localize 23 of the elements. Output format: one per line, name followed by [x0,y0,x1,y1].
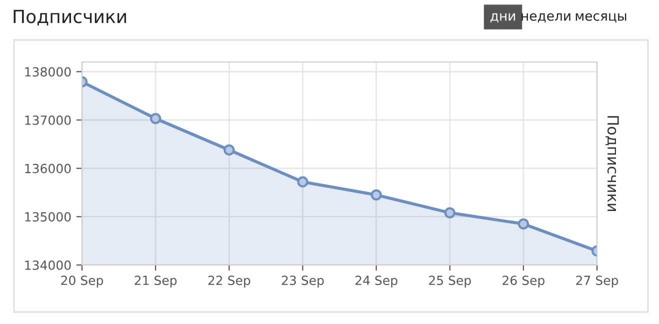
x-tick-label: 22 Sep [208,276,250,288]
x-tick-label: 20 Sep [61,276,104,288]
point [370,189,382,200]
point [297,176,308,188]
text: дни [490,13,515,22]
y-axis-title: Подписчики [606,116,619,212]
y-tick-label: 135000 [25,212,71,222]
x-tick-label: 24 Sep [355,276,398,288]
point [224,144,235,156]
y-tick-label: 138000 [25,67,71,77]
x-tick-label: 26 Sep [502,276,544,288]
point [150,112,162,124]
y-tick-label: 137000 [25,115,71,125]
x-tick-label: 25 Sep [429,276,471,288]
text: месяцы [576,13,626,22]
x-tick-label: 27 Sep [576,276,618,288]
y-tick-label: 136000 [25,164,71,174]
x-tick-label: 21 Sep [134,276,177,288]
y-tick-label: 134000 [25,260,71,270]
point [444,207,456,218]
point [518,218,529,230]
x-tick-label: 23 Sep [282,276,324,288]
chart-title: Подписчики [14,10,126,26]
